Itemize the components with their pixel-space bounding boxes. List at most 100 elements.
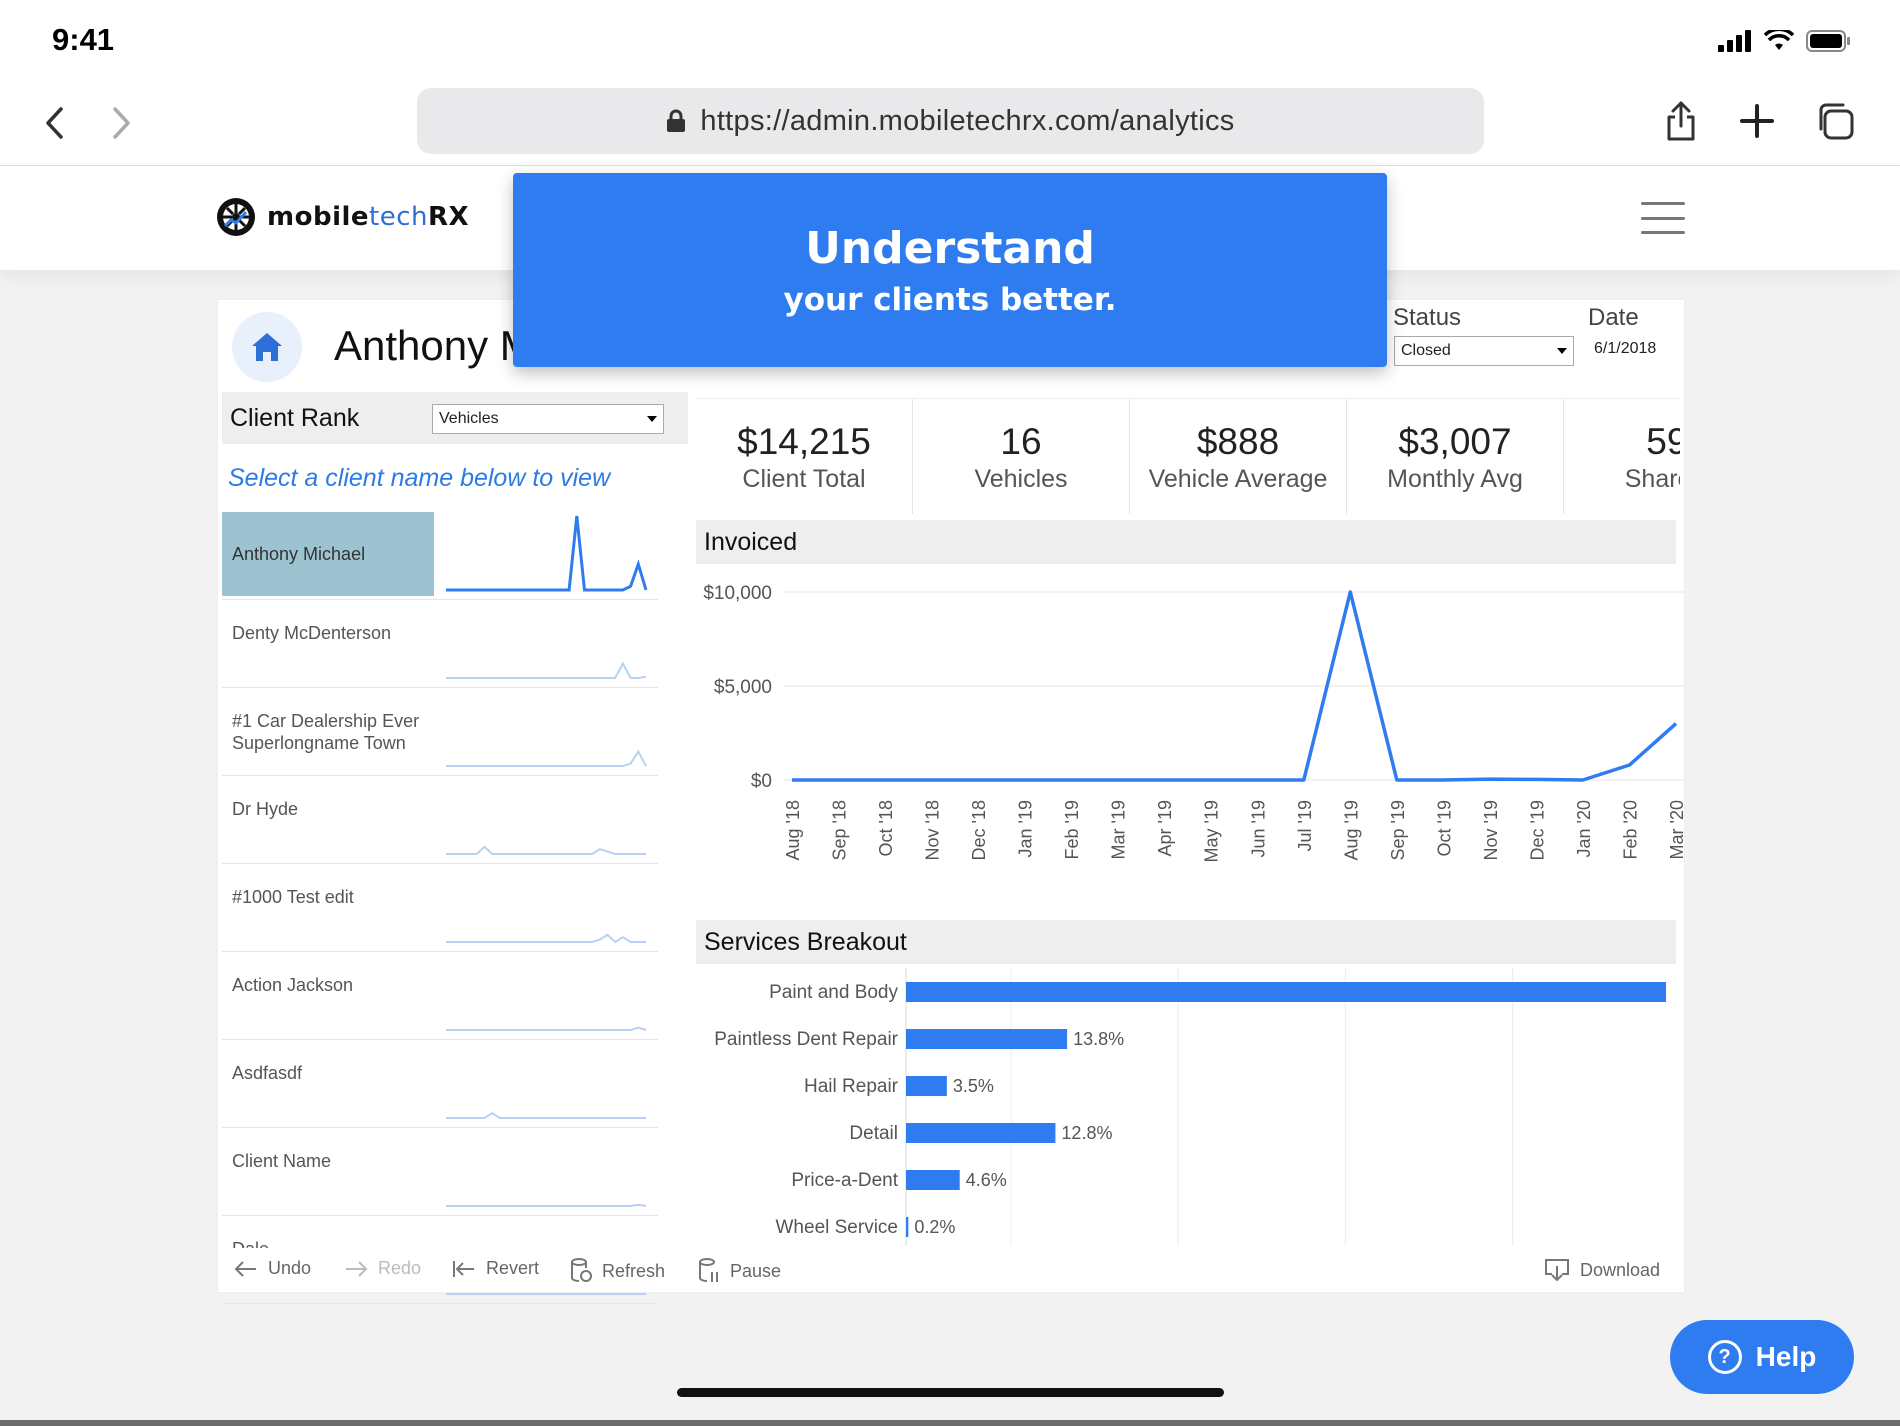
client-row[interactable]: Anthony Michael [222,512,658,600]
client-name[interactable]: #1000 Test edit [232,887,354,907]
invoiced-point[interactable] [975,777,981,783]
menu-button[interactable] [1641,202,1685,234]
client-rank-select-value: Vehicles [439,410,499,427]
x-tick-label: Oct '19 [1434,800,1454,856]
invoiced-point[interactable] [1487,776,1493,782]
status-icons [1718,30,1852,52]
client-sparkline [446,661,647,679]
kpi-label: Client Total [742,465,866,493]
x-tick-label: Mar '19 [1109,800,1129,859]
sparkline-path [446,1026,647,1031]
client-row[interactable]: Denty McDenterson [222,600,658,688]
dashboard-toolbar: Undo Redo Revert Refresh Pause Download [218,1248,1684,1292]
back-button[interactable] [32,98,76,148]
kpi-label: Monthly Avg [1387,465,1523,493]
invoiced-point[interactable] [882,777,888,783]
client-row[interactable]: #1 Car Dealership Ever Superlongname Tow… [222,688,658,776]
menu-line [1641,216,1685,220]
share-button[interactable] [1656,94,1706,148]
x-tick-label: Aug '18 [783,800,803,861]
client-name[interactable]: #1 Car Dealership Ever Superlongname Tow… [232,711,420,753]
x-tick-label: Aug '19 [1341,800,1361,861]
category-label: Paint and Body [769,982,898,1003]
tabs-button[interactable] [1810,94,1860,148]
revert-button[interactable]: Revert [452,1258,539,1279]
service-bar[interactable] [906,1123,1056,1143]
bar-value-label: 0.2% [914,1217,955,1237]
home-button[interactable] [232,312,302,382]
client-row[interactable]: Client Name [222,1128,658,1216]
invoiced-point[interactable] [1580,777,1586,783]
invoiced-point[interactable] [1208,777,1214,783]
category-label: Detail [849,1123,898,1144]
x-tick-label: Mar '20 [1667,800,1684,859]
refresh-button[interactable]: Refresh [570,1258,665,1284]
menu-line [1641,202,1685,205]
sparkline-path [446,933,646,944]
invoiced-point[interactable] [1301,777,1307,783]
invoiced-point[interactable] [1673,721,1679,727]
client-sparkline [446,845,646,855]
date-value[interactable]: 6/1/2018 [1594,340,1657,357]
sparkline-path [446,661,647,679]
client-sparkline [446,1203,647,1207]
redo-button[interactable]: Redo [344,1258,421,1279]
wheel-logo-icon [217,198,255,236]
service-bar[interactable] [906,1076,947,1096]
download-button[interactable]: Download [1544,1258,1660,1282]
invoiced-point[interactable] [1022,777,1028,783]
client-name[interactable]: Client Name [232,1151,332,1171]
invoiced-point[interactable] [1115,777,1121,783]
x-tick-label: Apr '19 [1155,800,1175,856]
x-tick-label: Feb '20 [1620,800,1640,859]
screen-edge [0,1420,1900,1426]
client-row[interactable]: Asdfasdf [222,1040,658,1128]
invoiced-point[interactable] [1347,589,1353,595]
client-rank-bar: Client Rank Vehicles [222,392,688,444]
brand-logo[interactable]: mobiletechRX [215,196,469,238]
invoiced-point[interactable] [929,777,935,783]
service-bar[interactable] [906,1217,909,1237]
service-bar[interactable] [906,1170,960,1190]
service-bar[interactable] [906,982,1666,1002]
invoiced-point[interactable] [1068,777,1074,783]
client-row[interactable]: Dr Hyde [222,776,658,864]
invoiced-point[interactable] [1394,777,1400,783]
client-rank-select[interactable]: Vehicles [432,404,664,434]
y-tick-label: $5,000 [714,677,772,698]
new-tab-button[interactable] [1732,94,1782,148]
bar-value-label: 12.8% [1061,1123,1112,1143]
client-name[interactable]: Action Jackson [232,975,354,995]
client-name[interactable]: Denty McDenterson [232,623,392,643]
status-time: 9:41 [52,22,115,57]
status-select-value: Closed [1401,342,1451,359]
client-sparkline [446,1112,646,1119]
help-button[interactable]: ? Help [1670,1320,1854,1394]
client-name[interactable]: Anthony Michael [222,512,434,596]
invoiced-point[interactable] [1161,777,1167,783]
status-select[interactable]: Closed [1394,336,1574,366]
home-indicator[interactable] [677,1388,1224,1397]
sparkline-path [446,515,648,592]
invoiced-point[interactable] [1440,777,1446,783]
invoiced-series-line[interactable] [792,590,1678,782]
kpi-value: $14,215 [737,421,871,462]
services-bar-chart: Paint and Body Paintless Dent Repair 13.8%… [714,968,1666,1246]
address-bar[interactable]: https://admin.mobiletechrx.com/analytics [417,88,1484,154]
invoiced-point[interactable] [1533,776,1539,782]
forward-button[interactable] [100,98,144,148]
download-icon [1545,1259,1569,1282]
caret-down-icon [1557,348,1567,354]
client-row[interactable]: Action Jackson [222,952,658,1040]
invoiced-point[interactable] [836,777,842,783]
invoiced-point[interactable] [1626,762,1632,768]
client-row[interactable]: #1000 Test edit [222,864,658,952]
invoiced-point[interactable] [1254,777,1260,783]
service-bar[interactable] [906,1029,1068,1049]
undo-button[interactable]: Undo [234,1258,311,1279]
category-label: Paintless Dent Repair [714,1029,898,1050]
client-name[interactable]: Asdfasdf [232,1063,303,1083]
invoiced-point[interactable] [789,777,795,783]
pause-button[interactable]: Pause [698,1258,781,1284]
client-name[interactable]: Dr Hyde [232,799,299,819]
